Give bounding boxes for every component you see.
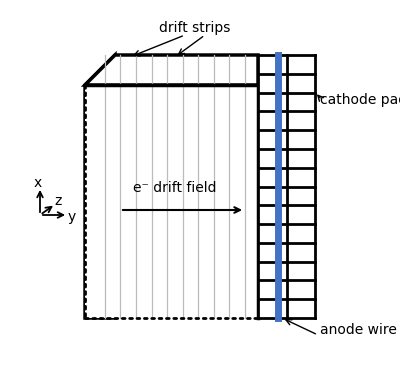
Text: x: x <box>34 176 42 190</box>
Text: anode wire: anode wire <box>320 323 397 337</box>
Polygon shape <box>85 55 115 318</box>
Polygon shape <box>85 85 258 318</box>
Text: drift strips: drift strips <box>159 21 231 35</box>
Polygon shape <box>85 55 258 85</box>
Text: e⁻ drift field: e⁻ drift field <box>133 181 217 195</box>
Text: y: y <box>68 210 76 224</box>
Polygon shape <box>258 55 315 318</box>
Text: cathode pads: cathode pads <box>320 93 400 107</box>
Text: z: z <box>54 194 62 208</box>
